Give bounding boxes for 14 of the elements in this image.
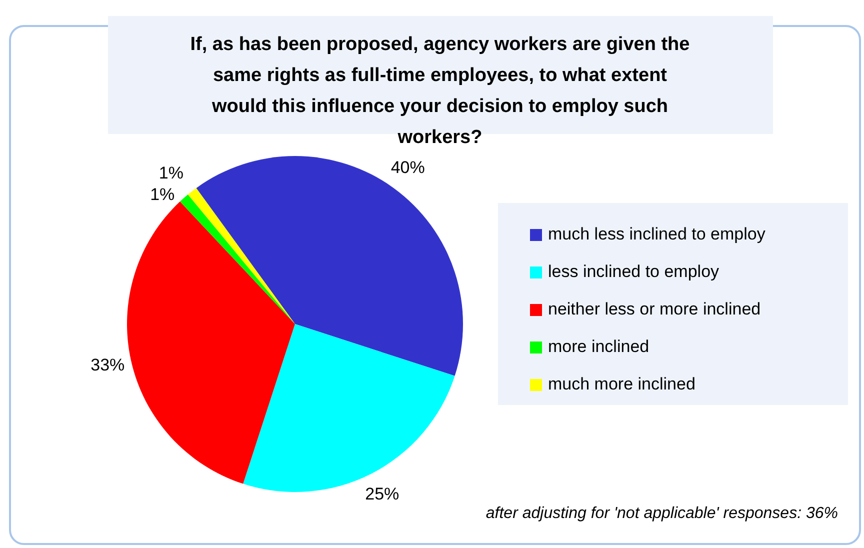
legend-label: much less inclined to employ <box>548 224 766 244</box>
pie-slice <box>196 156 463 376</box>
legend-label: more inclined <box>548 336 650 356</box>
text: after adjusting for 'not applicable' responses: 36% <box>486 505 838 522</box>
pie-slice <box>127 202 295 484</box>
data-label: 33% <box>90 355 125 374</box>
data-label: 1% <box>150 184 175 204</box>
legend-label: less inclined to employ <box>548 262 720 281</box>
data-label: 1% <box>158 164 184 183</box>
legend-label: neither less or more inclined <box>548 299 761 318</box>
data-label: 40% <box>390 158 425 178</box>
legend-label: much more inclined <box>548 374 696 394</box>
data-label: 25% <box>365 484 400 504</box>
chart-title: If, as has been proposed, agency workers are given the same rights as full-time employees, to what extent would this influence your decision to employ such workers? <box>190 34 690 148</box>
